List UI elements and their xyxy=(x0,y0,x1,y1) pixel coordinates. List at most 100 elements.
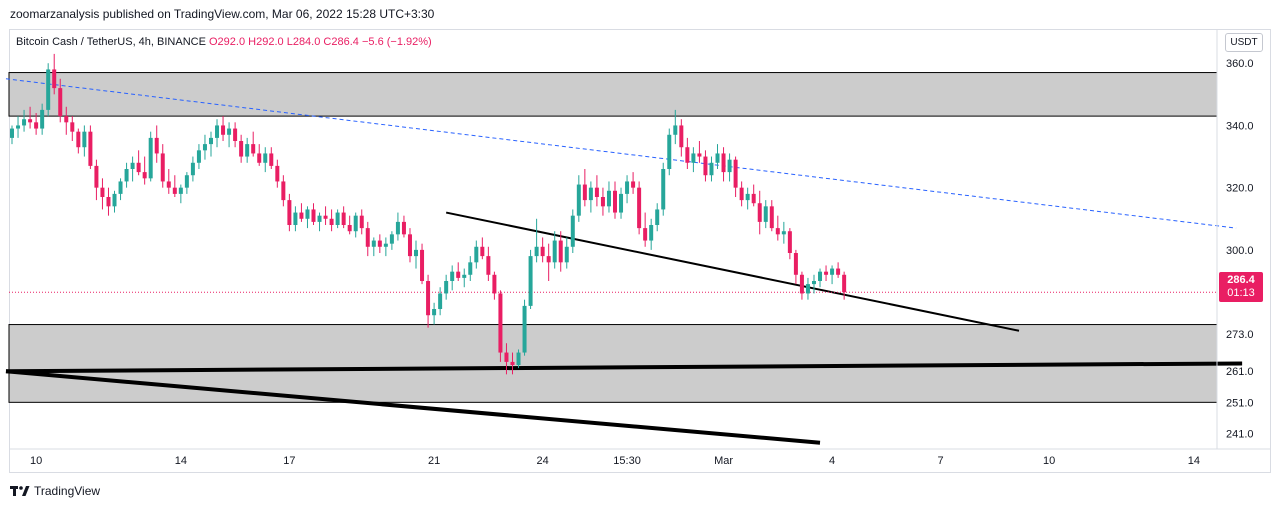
candle-body xyxy=(233,128,238,141)
candle-body xyxy=(727,159,732,173)
candle-bearish xyxy=(160,144,165,188)
candle-body xyxy=(757,203,762,222)
candle-body xyxy=(190,162,195,176)
candle-body xyxy=(830,268,835,275)
candle-bullish xyxy=(619,187,624,219)
candle-body xyxy=(594,187,599,197)
candle-bullish xyxy=(190,156,195,182)
candle-body xyxy=(534,246,539,257)
price-tick-label: 340.0 xyxy=(1226,120,1254,132)
candle-body xyxy=(287,200,292,225)
candle-bearish xyxy=(401,215,406,238)
candle-bullish xyxy=(305,206,310,229)
candle-bullish xyxy=(10,125,14,145)
candle-bearish xyxy=(456,262,461,281)
candle-body xyxy=(323,215,328,219)
candle-bearish xyxy=(510,352,515,375)
candle-bearish xyxy=(64,106,69,135)
candle-body xyxy=(787,231,792,253)
candle-body xyxy=(251,144,256,154)
candle-bearish xyxy=(733,156,738,197)
candle-body xyxy=(606,190,611,207)
candle-bearish xyxy=(643,212,648,247)
candle-body xyxy=(745,193,750,201)
currency-button[interactable]: USDT xyxy=(1225,33,1263,52)
candle-body xyxy=(504,352,509,362)
candle-body xyxy=(154,137,159,154)
candle-body xyxy=(703,156,708,176)
price-tick-label: 360.0 xyxy=(1226,58,1254,70)
candle-body xyxy=(34,122,39,129)
candle-bearish xyxy=(287,193,292,232)
candle-bullish xyxy=(353,212,358,238)
candle-body xyxy=(112,193,117,207)
candle-bearish xyxy=(842,271,847,300)
candle-bearish xyxy=(52,53,57,95)
candle-bullish xyxy=(335,209,340,229)
candle-bearish xyxy=(299,203,304,222)
last-price-value: 286.4 xyxy=(1227,274,1255,286)
price-tick-label: 251.0 xyxy=(1226,397,1254,409)
candle-bearish xyxy=(824,265,829,281)
candle-body xyxy=(516,352,521,365)
candle-body xyxy=(552,240,557,263)
candle-body xyxy=(498,293,503,353)
high-value: H292.0 xyxy=(248,36,284,48)
symbol-title[interactable]: Bitcoin Cash / TetherUS, 4h, BINANCE xyxy=(16,36,206,48)
price-tick-label: 273.0 xyxy=(1226,329,1254,341)
candle-bearish xyxy=(94,159,99,201)
candle-bullish xyxy=(570,209,575,253)
candle-body xyxy=(377,240,382,247)
candle-bearish xyxy=(492,271,497,300)
candle-body xyxy=(456,271,461,278)
candle-bullish xyxy=(534,218,539,263)
candle-bearish xyxy=(76,128,81,154)
candle-bearish xyxy=(239,134,244,163)
time-tick-label: Mar xyxy=(714,455,733,467)
time-tick-label: 24 xyxy=(537,455,549,467)
candle-body xyxy=(691,153,696,163)
candle-bullish xyxy=(673,109,678,145)
support-trendline xyxy=(5,361,1243,374)
candle-body xyxy=(293,212,298,225)
candle-body xyxy=(420,249,425,281)
candle-bullish xyxy=(112,190,117,213)
candle-bearish xyxy=(582,169,587,207)
candle-bullish xyxy=(438,287,443,316)
candle-body xyxy=(811,281,816,285)
candle-body xyxy=(184,175,189,188)
candle-bearish xyxy=(613,181,617,219)
candle-body xyxy=(739,187,744,201)
candle-bullish xyxy=(245,137,250,163)
candle-body xyxy=(667,134,672,169)
candle-bullish xyxy=(395,212,400,241)
candle-body xyxy=(480,246,485,257)
candle-body xyxy=(16,125,21,129)
candle-body xyxy=(317,215,322,222)
candle-bearish xyxy=(600,187,605,216)
candle-bearish xyxy=(106,187,111,216)
candle-bearish xyxy=(142,156,147,185)
candle-bullish xyxy=(576,175,581,222)
candle-body xyxy=(432,309,437,316)
candle-bearish xyxy=(637,181,642,235)
time-tick-label: 4 xyxy=(829,455,835,467)
time-tick-label: 10 xyxy=(30,455,42,467)
candle-body xyxy=(697,153,702,157)
candle-body xyxy=(10,128,14,138)
candle-bearish xyxy=(341,206,346,229)
candle-body xyxy=(576,184,581,216)
candle-body xyxy=(106,197,111,207)
candle-body xyxy=(359,215,364,229)
footer-brand[interactable]: TradingView xyxy=(10,484,100,498)
candle-body xyxy=(130,162,135,169)
candle-body xyxy=(311,209,316,222)
candle-body xyxy=(510,361,515,365)
candle-body xyxy=(468,262,473,275)
candle-bullish xyxy=(414,240,419,269)
candle-bearish xyxy=(166,169,171,194)
candle-bullish xyxy=(130,156,135,182)
candle-body xyxy=(486,256,491,275)
candle-bearish xyxy=(347,215,352,235)
